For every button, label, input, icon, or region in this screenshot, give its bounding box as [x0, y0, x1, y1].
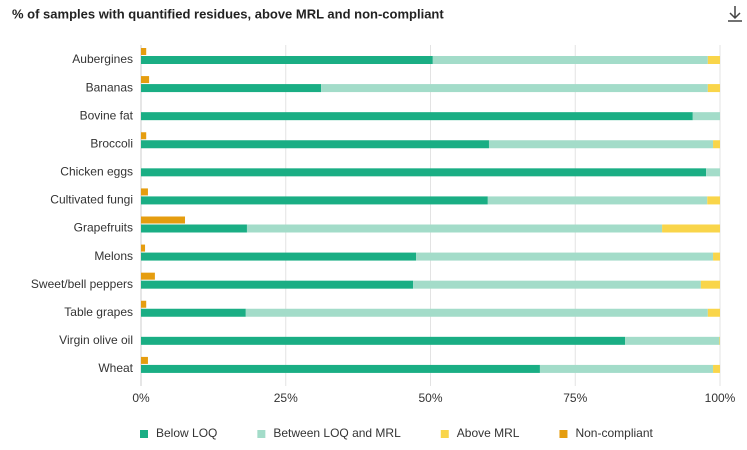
legend-label: Above MRL	[457, 426, 520, 440]
x-tick-label: 100%	[705, 391, 736, 405]
bar-segment	[625, 336, 720, 345]
x-tick-label: 0%	[132, 391, 150, 405]
bar-segment	[692, 112, 720, 121]
bar-segment	[706, 168, 720, 177]
legend-label: Non-compliant	[575, 426, 653, 440]
y-tick-label: Melons	[94, 249, 133, 263]
bar-segment	[487, 196, 708, 205]
y-tick-label: Chicken eggs	[60, 165, 133, 179]
y-tick-label: Aubergines	[72, 52, 133, 66]
bar-non-compliant	[141, 300, 147, 308]
bar-non-compliant	[141, 216, 186, 224]
bar-segment	[141, 140, 489, 149]
bar-segment	[141, 56, 433, 64]
bar-segment	[488, 140, 714, 149]
download-glyph[interactable]	[728, 6, 742, 22]
bar-segment	[141, 224, 247, 233]
bar-segment	[141, 252, 417, 261]
bar-segment	[707, 196, 720, 205]
legend-swatch	[440, 430, 449, 438]
bar-segment	[141, 84, 322, 93]
bar-segment	[713, 364, 720, 373]
bar-non-compliant	[141, 132, 147, 140]
bar-non-compliant	[141, 272, 155, 280]
bar-segment	[707, 56, 720, 64]
bar-segment	[141, 168, 707, 177]
bar-segment	[713, 252, 720, 261]
bar-segment	[141, 196, 488, 205]
legend-label: Between LOQ and MRL	[273, 426, 401, 440]
bar-segment	[662, 224, 720, 233]
legend-swatch	[140, 430, 148, 438]
bar-segment	[321, 84, 708, 93]
bar-segment	[707, 308, 720, 317]
bar-non-compliant	[141, 356, 148, 364]
bar-non-compliant	[141, 188, 148, 196]
bar-segment	[700, 280, 720, 289]
bar-segment	[141, 308, 246, 317]
y-tick-label: Grapefruits	[74, 221, 133, 235]
y-tick-label: Virgin olive oil	[59, 333, 133, 347]
legend-label: Below LOQ	[156, 426, 217, 440]
bar-non-compliant	[141, 76, 150, 84]
legend-swatch	[559, 430, 568, 438]
y-tick-label: Broccoli	[90, 136, 133, 150]
bar-segment	[719, 336, 720, 345]
x-tick-label: 75%	[563, 391, 587, 405]
bar-segment	[432, 56, 708, 64]
bar-segment	[713, 140, 720, 149]
bar-segment	[707, 84, 720, 93]
bar-segment	[539, 364, 714, 373]
chart-title: % of samples with quantified residues, a…	[12, 6, 444, 21]
bar-segment	[245, 308, 708, 317]
y-tick-label: Cultivated fungi	[50, 193, 133, 207]
y-tick-label: Table grapes	[64, 305, 133, 319]
bar-segment	[141, 112, 693, 121]
bar-segment	[246, 224, 663, 233]
legend-swatch	[257, 430, 266, 438]
y-tick-label: Bovine fat	[80, 108, 134, 122]
bar-non-compliant	[141, 244, 146, 252]
bar-segment	[416, 252, 714, 261]
bar-non-compliant	[141, 48, 147, 55]
bar-segment	[141, 364, 540, 373]
download-icon[interactable]	[728, 6, 742, 22]
y-tick-label: Sweet/bell peppers	[31, 277, 133, 291]
x-tick-label: 25%	[274, 391, 298, 405]
bar-segment	[141, 280, 414, 289]
x-tick-label: 50%	[418, 391, 442, 405]
bar-segment	[413, 280, 701, 289]
y-tick-label: Wheat	[98, 361, 133, 375]
bar-segment	[141, 336, 626, 345]
y-tick-label: Bananas	[86, 80, 133, 94]
